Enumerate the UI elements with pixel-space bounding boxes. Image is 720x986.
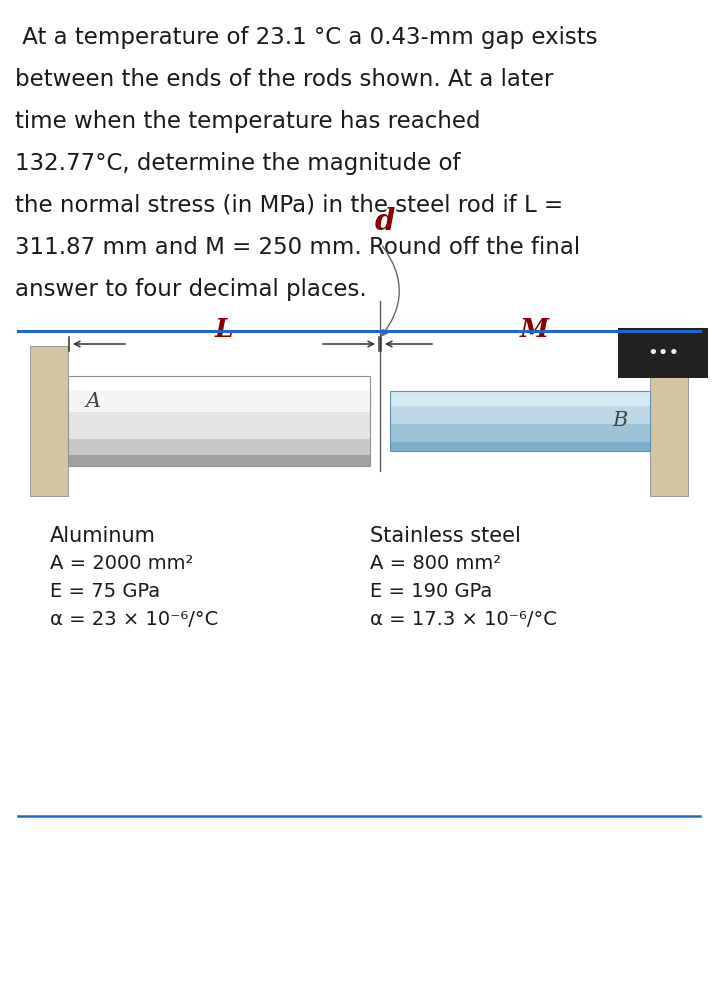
- Bar: [390, 391, 650, 451]
- Bar: [390, 442, 650, 451]
- Text: A = 800 mm²: A = 800 mm²: [370, 554, 501, 573]
- Bar: [618, 328, 708, 378]
- Text: 132.77°C, determine the magnitude of: 132.77°C, determine the magnitude of: [15, 152, 461, 175]
- Text: answer to four decimal places.: answer to four decimal places.: [15, 278, 366, 301]
- Text: A: A: [86, 391, 101, 411]
- Bar: [390, 391, 650, 406]
- Bar: [30, 346, 68, 496]
- Text: E = 75 GPa: E = 75 GPa: [50, 582, 160, 601]
- Text: •••: •••: [647, 344, 679, 362]
- Bar: [390, 406, 650, 424]
- Text: M: M: [519, 317, 549, 342]
- Text: Aluminum: Aluminum: [50, 526, 156, 546]
- Text: A = 2000 mm²: A = 2000 mm²: [50, 554, 194, 573]
- Text: between the ends of the rods shown. At a later: between the ends of the rods shown. At a…: [15, 68, 554, 91]
- FancyArrowPatch shape: [382, 246, 400, 335]
- Text: B: B: [613, 411, 628, 431]
- Text: α = 23 × 10⁻⁶/°C: α = 23 × 10⁻⁶/°C: [50, 610, 218, 629]
- Text: d: d: [375, 207, 395, 236]
- Text: 311.87 mm and M = 250 mm. Round off the final: 311.87 mm and M = 250 mm. Round off the …: [15, 236, 580, 259]
- Text: L: L: [215, 317, 233, 342]
- Text: α = 17.3 × 10⁻⁶/°C: α = 17.3 × 10⁻⁶/°C: [370, 610, 557, 629]
- Bar: [68, 456, 370, 466]
- Text: At a temperature of 23.1 °C a 0.43-mm gap exists: At a temperature of 23.1 °C a 0.43-mm ga…: [15, 26, 598, 49]
- Bar: [390, 424, 650, 442]
- Text: Stainless steel: Stainless steel: [370, 526, 521, 546]
- Bar: [68, 389, 370, 412]
- Bar: [68, 412, 370, 439]
- Text: time when the temperature has reached: time when the temperature has reached: [15, 110, 480, 133]
- Text: the normal stress (in MPa) in the steel rod if L =: the normal stress (in MPa) in the steel …: [15, 194, 563, 217]
- Text: E = 190 GPa: E = 190 GPa: [370, 582, 492, 601]
- Bar: [68, 376, 370, 466]
- Bar: [650, 346, 688, 496]
- Bar: [68, 376, 370, 389]
- Bar: [68, 439, 370, 456]
